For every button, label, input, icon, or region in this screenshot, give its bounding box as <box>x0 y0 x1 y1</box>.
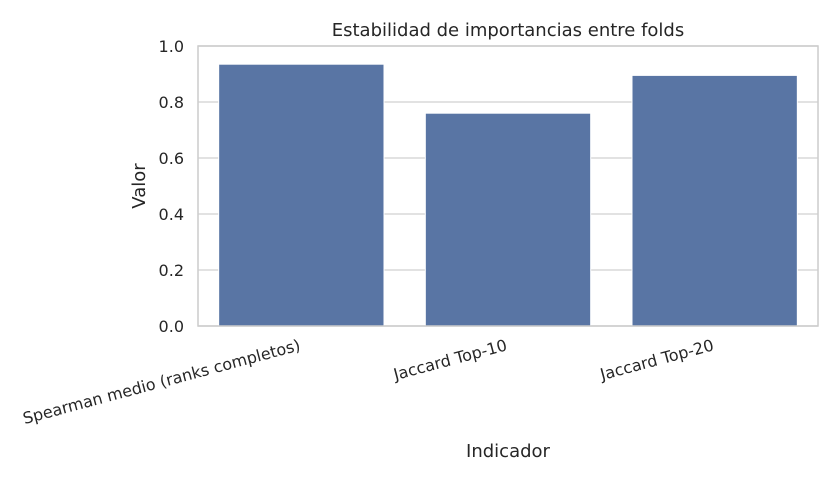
y-tick-label: 0.8 <box>159 93 184 112</box>
y-tick-label: 1.0 <box>159 37 184 56</box>
y-tick-label: 0.0 <box>159 317 184 336</box>
x-tick-label: Spearman medio (ranks completos) <box>21 336 303 429</box>
bar <box>631 74 798 327</box>
x-tick-label: Jaccard Top-20 <box>597 336 716 385</box>
y-tick-labels: 0.0 0.2 0.4 0.6 0.8 1.0 <box>159 37 184 336</box>
y-axis-label: Valor <box>129 163 150 209</box>
chart-title: Estabilidad de importancias entre folds <box>332 20 685 41</box>
x-tick-label: Jaccard Top-10 <box>391 336 510 385</box>
plot-frame <box>197 45 819 327</box>
bars <box>218 63 798 327</box>
bar <box>424 112 592 327</box>
x-tick-labels: Spearman medio (ranks completos) Jaccard … <box>21 336 716 429</box>
y-tick-label: 0.6 <box>159 149 184 168</box>
x-axis-label: Indicador <box>466 441 551 462</box>
bar <box>218 63 385 327</box>
y-tick-label: 0.2 <box>159 261 184 280</box>
y-tick-label: 0.4 <box>159 205 184 224</box>
